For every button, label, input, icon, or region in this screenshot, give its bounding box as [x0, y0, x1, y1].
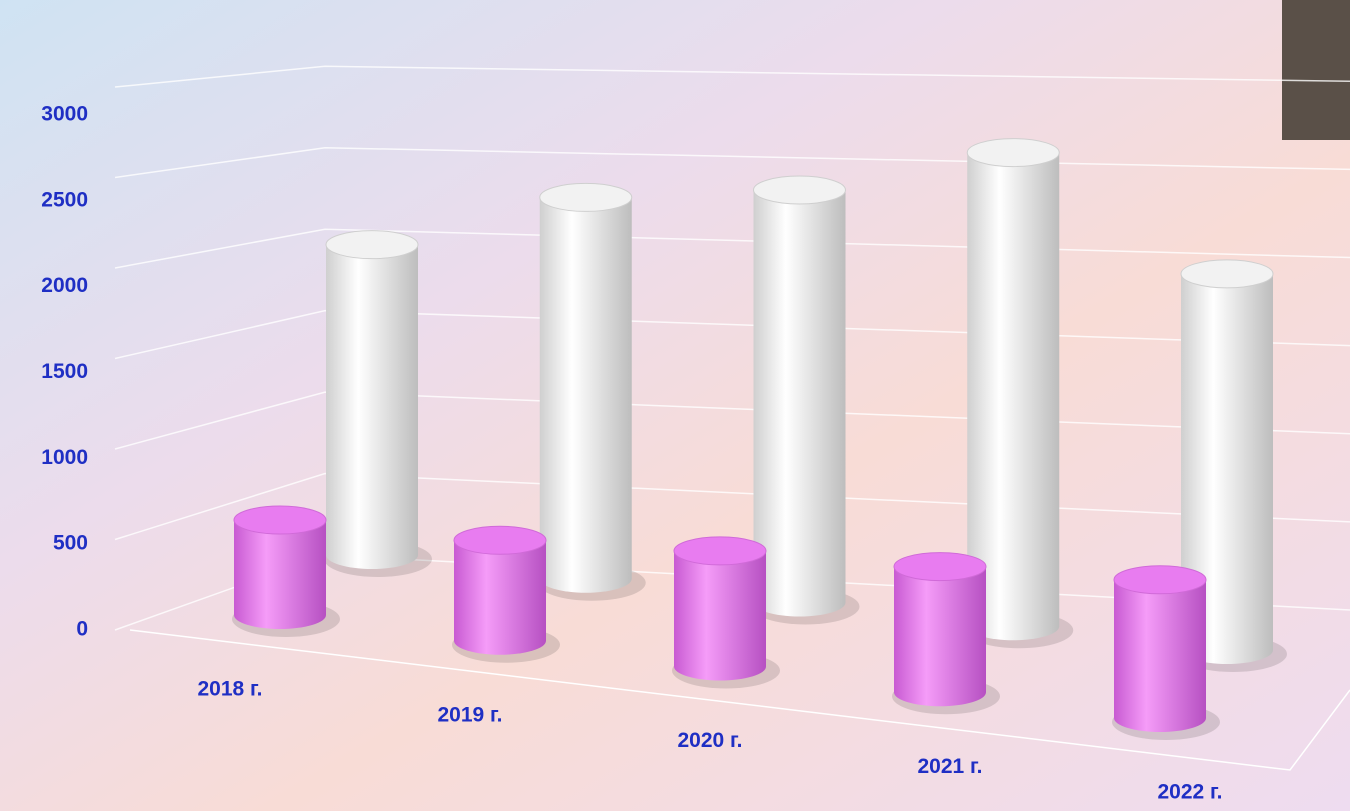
bar [234, 520, 326, 629]
bar-top [325, 230, 419, 260]
bar [326, 244, 418, 569]
bar [674, 550, 766, 681]
y-tick-label: 1500 [41, 360, 88, 383]
bar-top [966, 138, 1060, 168]
bar-top [893, 552, 987, 582]
bar [1114, 579, 1206, 732]
x-tick-label: 2020 г. [677, 729, 742, 752]
bar-top [673, 536, 767, 566]
x-tick-label: 2018 г. [197, 678, 262, 701]
bar [539, 197, 632, 593]
bar-top [1113, 565, 1207, 595]
y-tick-label: 3000 [41, 103, 88, 126]
y-tick-label: 2500 [41, 188, 88, 211]
grid-line [114, 65, 1350, 88]
x-tick-label: 2021 г. [917, 755, 982, 778]
bar [967, 152, 1060, 641]
bar [1181, 273, 1273, 664]
y-tick-label: 0 [76, 618, 88, 641]
x-tick-label: 2022 г. [1157, 781, 1222, 804]
bar-top [1180, 259, 1274, 289]
bar-top [453, 525, 547, 555]
bar [454, 540, 546, 655]
bar-top [753, 175, 846, 205]
bar-top [539, 182, 633, 212]
y-tick-label: 500 [53, 532, 88, 555]
bar-top [233, 505, 327, 535]
bar [894, 566, 987, 707]
floor-edge [129, 629, 1350, 771]
x-tick-label: 2019 г. [437, 703, 502, 726]
y-tick-label: 2000 [41, 274, 88, 297]
y-tick-label: 1000 [41, 446, 88, 469]
bar [753, 190, 846, 617]
photo-fragment [1282, 0, 1350, 140]
